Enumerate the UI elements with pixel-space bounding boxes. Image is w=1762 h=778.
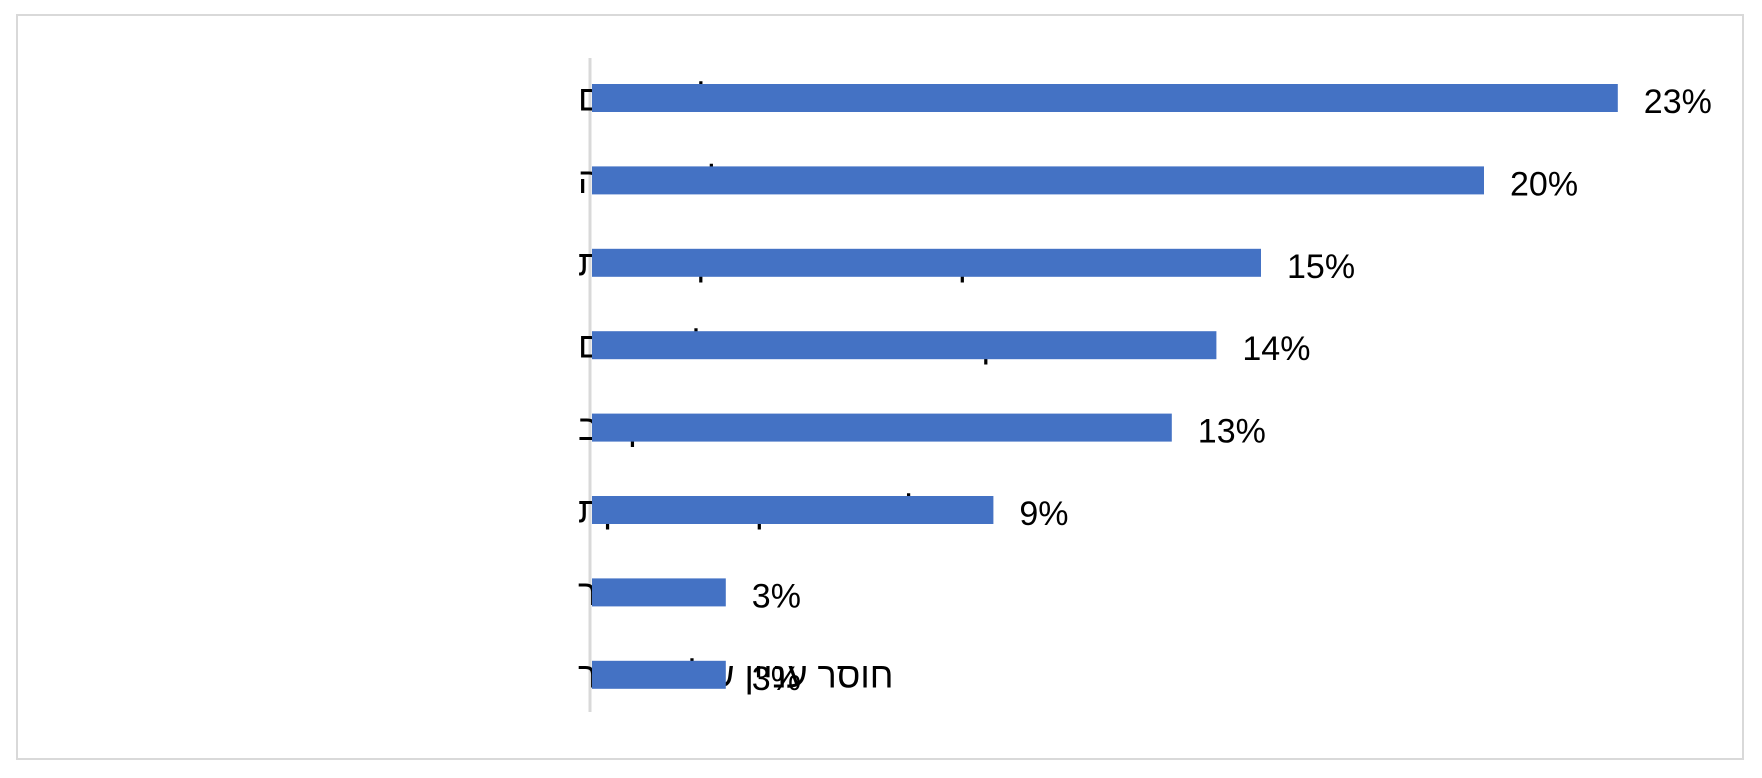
bar: [592, 84, 1618, 112]
bar: [592, 496, 994, 524]
data-label: 3%: [752, 660, 801, 698]
data-label: 9%: [1019, 495, 1068, 533]
data-label: 3%: [752, 577, 801, 615]
bar: [592, 578, 726, 607]
bar: [592, 660, 726, 689]
bar: [592, 248, 1261, 277]
data-label: 14%: [1242, 330, 1310, 368]
bar: [592, 166, 1484, 195]
data-label: 15%: [1287, 248, 1355, 286]
bar: [592, 331, 1217, 360]
data-label: 13%: [1198, 413, 1266, 451]
data-label: 23%: [1644, 83, 1712, 121]
chart-frame: [16, 14, 1744, 760]
data-label: 20%: [1510, 165, 1578, 203]
bar: [592, 413, 1172, 442]
